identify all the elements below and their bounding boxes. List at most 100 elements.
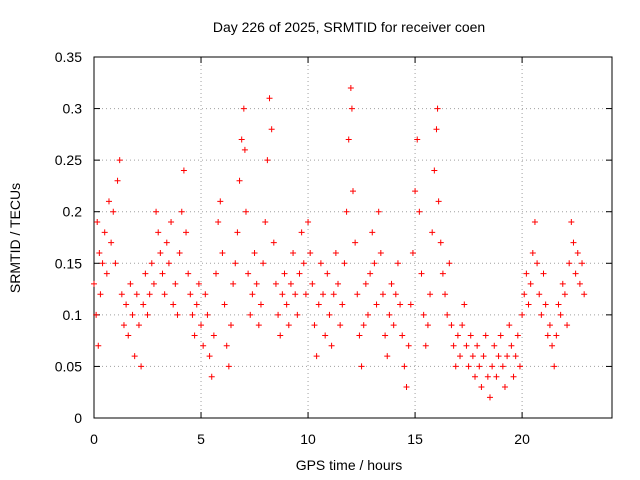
data-point — [435, 198, 442, 205]
data-point — [204, 311, 211, 318]
data-point — [249, 291, 256, 298]
data-point — [469, 353, 476, 360]
data-point — [326, 311, 333, 318]
data-point — [531, 219, 538, 226]
data-point — [309, 280, 316, 287]
data-point — [504, 353, 511, 360]
data-point — [434, 105, 441, 112]
grid-lines — [94, 57, 612, 418]
x-tick-labels: 0 5 10 15 20 — [90, 431, 530, 447]
data-point — [215, 219, 222, 226]
data-point — [328, 342, 335, 349]
data-point — [208, 373, 215, 380]
data-point — [142, 270, 149, 277]
data-point — [384, 353, 391, 360]
data-point — [570, 239, 577, 246]
data-point — [161, 291, 168, 298]
data-point — [557, 311, 564, 318]
x-axis-label: GPS time / hours — [296, 457, 403, 473]
x-tick-label: 20 — [514, 431, 530, 447]
data-point — [94, 219, 101, 226]
data-point — [416, 208, 423, 215]
data-point — [508, 342, 515, 349]
data-point — [544, 332, 551, 339]
data-point — [287, 280, 294, 287]
data-point — [195, 280, 202, 287]
data-point — [519, 311, 526, 318]
data-point — [176, 249, 183, 256]
data-point — [127, 280, 134, 287]
data-point — [367, 270, 374, 277]
data-point — [120, 322, 127, 329]
y-tick-label: 0.2 — [63, 204, 83, 220]
data-point — [397, 301, 404, 308]
data-point — [95, 342, 102, 349]
data-point — [377, 249, 384, 256]
data-point — [118, 291, 125, 298]
data-point — [262, 219, 269, 226]
x-tick-label: 15 — [407, 431, 423, 447]
y-tick-label: 0 — [74, 410, 82, 426]
data-point — [296, 270, 303, 277]
data-point — [302, 291, 309, 298]
data-point — [97, 291, 104, 298]
data-point — [429, 229, 436, 236]
data-point — [272, 280, 279, 287]
data-point — [525, 301, 532, 308]
data-point — [399, 332, 406, 339]
chart-title: Day 226 of 2025, SRMTID for receiver coe… — [213, 19, 485, 35]
data-point — [551, 363, 558, 370]
data-point — [495, 353, 502, 360]
data-point — [257, 301, 264, 308]
data-point — [424, 322, 431, 329]
data-point — [536, 291, 543, 298]
data-point — [322, 332, 329, 339]
data-point — [180, 167, 187, 174]
data-point — [566, 260, 573, 267]
data-point — [279, 291, 286, 298]
data-point — [352, 239, 359, 246]
y-axis-label: SRMTID / TECUs — [7, 183, 23, 293]
data-point — [482, 332, 489, 339]
data-point — [501, 384, 508, 391]
data-point — [407, 301, 414, 308]
data-point — [153, 208, 160, 215]
data-point — [96, 249, 103, 256]
data-point — [461, 301, 468, 308]
data-point — [499, 363, 506, 370]
data-point — [155, 229, 162, 236]
data-point — [401, 363, 408, 370]
data-point — [187, 291, 194, 298]
data-point — [433, 126, 440, 133]
data-point — [516, 363, 523, 370]
data-point — [403, 384, 410, 391]
data-point — [459, 322, 466, 329]
data-point — [300, 260, 307, 267]
data-point — [285, 322, 292, 329]
data-point — [123, 301, 130, 308]
data-point — [564, 322, 571, 329]
data-point — [234, 229, 241, 236]
data-point — [493, 373, 500, 380]
data-point — [268, 126, 275, 133]
data-point — [559, 280, 566, 287]
data-point — [240, 105, 247, 112]
data-point — [555, 301, 562, 308]
data-point — [388, 280, 395, 287]
data-point — [114, 177, 121, 184]
data-point — [356, 332, 363, 339]
data-point — [275, 311, 282, 318]
data-point — [247, 311, 254, 318]
data-point — [165, 260, 172, 267]
data-point — [379, 291, 386, 298]
data-point — [339, 301, 346, 308]
data-point — [427, 291, 434, 298]
data-point — [245, 270, 252, 277]
data-point — [386, 311, 393, 318]
data-point — [523, 270, 530, 277]
data-point — [345, 136, 352, 143]
data-point — [163, 239, 170, 246]
data-point — [157, 249, 164, 256]
data-points — [91, 84, 588, 401]
